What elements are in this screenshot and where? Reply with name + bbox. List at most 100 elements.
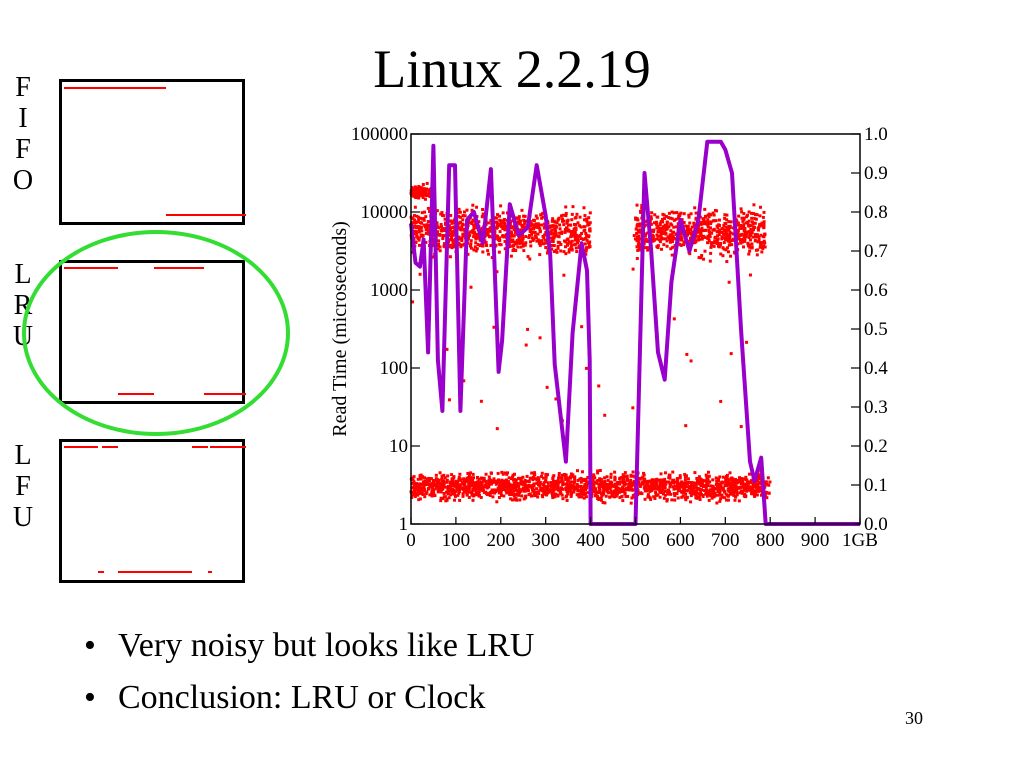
- scatter-point: [458, 477, 462, 481]
- scatter-point: [587, 222, 591, 226]
- scatter-point: [541, 476, 545, 480]
- scatter-point: [425, 194, 429, 198]
- scatter-point: [638, 228, 642, 232]
- scatter-point: [614, 486, 618, 490]
- scatter-point: [416, 224, 420, 228]
- scatter-point: [520, 240, 524, 244]
- scatter-point: [714, 219, 718, 223]
- scatter-point: [689, 500, 693, 504]
- x-tick-label: 0: [406, 530, 416, 551]
- scatter-point: [520, 494, 524, 498]
- scatter-point: [423, 476, 427, 480]
- scatter-point: [632, 494, 636, 498]
- scatter-point: [430, 491, 434, 495]
- scatter-point: [442, 491, 446, 495]
- scatter-point: [756, 489, 760, 493]
- scatter-point: [602, 482, 606, 486]
- scatter-point: [505, 490, 509, 494]
- scatter-point: [587, 234, 591, 238]
- y2-tick-label: 0.3: [864, 397, 888, 418]
- scatter-point: [616, 486, 620, 490]
- scatter-point: [421, 492, 425, 496]
- scatter-point: [737, 485, 741, 489]
- scatter-point: [583, 242, 587, 246]
- scatter-point: [551, 238, 555, 242]
- scatter-point: [659, 234, 663, 238]
- scatter-point: [576, 221, 580, 225]
- scatter-point: [414, 186, 418, 190]
- scatter-point: [664, 214, 668, 218]
- scatter-point: [569, 246, 573, 250]
- scatter-point: [443, 495, 447, 499]
- scatter-point: [682, 243, 686, 247]
- scatter-point: [553, 220, 557, 224]
- scatter-point: [742, 224, 746, 228]
- scatter-point: [725, 218, 729, 222]
- scatter-point: [671, 234, 675, 238]
- scatter-point: [635, 203, 639, 207]
- scatter-point: [732, 493, 736, 497]
- scatter-point: [439, 223, 443, 227]
- scatter-point: [690, 225, 694, 229]
- scatter-point: [669, 229, 673, 233]
- y2-tick-label: 1.0: [864, 124, 888, 145]
- scatter-point: [674, 217, 678, 221]
- scatter-point: [654, 220, 658, 224]
- scatter-point: [537, 492, 541, 496]
- scatter-point: [675, 492, 679, 496]
- scatter-point: [636, 248, 640, 252]
- scatter-point: [523, 489, 527, 493]
- scatter-point: [732, 481, 736, 485]
- scatter-point: [472, 223, 476, 227]
- scatter-point: [472, 227, 476, 231]
- scatter-point: [749, 233, 753, 237]
- scatter-point: [753, 221, 757, 225]
- scatter-point: [751, 488, 755, 492]
- scatter-point: [683, 482, 687, 486]
- scatter-point: [441, 235, 445, 239]
- scatter-point: [735, 492, 739, 496]
- scatter-point: [488, 226, 492, 230]
- scatter-point: [748, 249, 752, 253]
- scatter-point: [652, 221, 656, 225]
- scatter-point: [620, 495, 624, 499]
- scatter-point: [747, 210, 751, 214]
- scatter-point: [552, 474, 556, 478]
- scatter-point: [426, 487, 430, 491]
- scatter-point: [469, 491, 473, 495]
- scatter-point: [670, 498, 674, 502]
- scatter-point: [569, 223, 573, 227]
- scatter-point: [528, 257, 532, 261]
- scatter-point: [514, 485, 518, 489]
- scatter-point: [502, 479, 506, 483]
- scatter-point: [515, 498, 519, 502]
- scatter-point: [551, 479, 555, 483]
- scatter-point: [662, 243, 666, 247]
- scatter-point: [410, 186, 414, 190]
- scatter-point: [475, 205, 479, 209]
- scatter-point: [700, 237, 704, 241]
- scatter-point: [411, 193, 415, 197]
- scatter-point: [744, 235, 748, 239]
- scatter-point: [565, 485, 569, 489]
- scatter-point: [738, 491, 742, 495]
- scatter-point: [709, 220, 713, 224]
- scatter-point: [420, 211, 424, 215]
- scatter-point: [736, 228, 740, 232]
- scatter-point: [445, 478, 449, 482]
- scatter-point: [458, 484, 462, 488]
- scatter-point: [421, 475, 425, 479]
- fifo-access-segment: [166, 214, 246, 216]
- scatter-point: [592, 473, 596, 477]
- scatter-point: [660, 217, 664, 221]
- scatter-point: [665, 239, 669, 243]
- y-tick-label: 100000: [351, 124, 408, 145]
- scatter-point: [583, 486, 587, 490]
- scatter-point: [728, 489, 732, 493]
- scatter-point: [763, 245, 767, 249]
- scatter-point: [519, 239, 523, 243]
- y2-tick-label: 0.9: [864, 163, 888, 184]
- scatter-point: [716, 230, 720, 234]
- scatter-point: [543, 222, 547, 226]
- scatter-point: [734, 484, 738, 488]
